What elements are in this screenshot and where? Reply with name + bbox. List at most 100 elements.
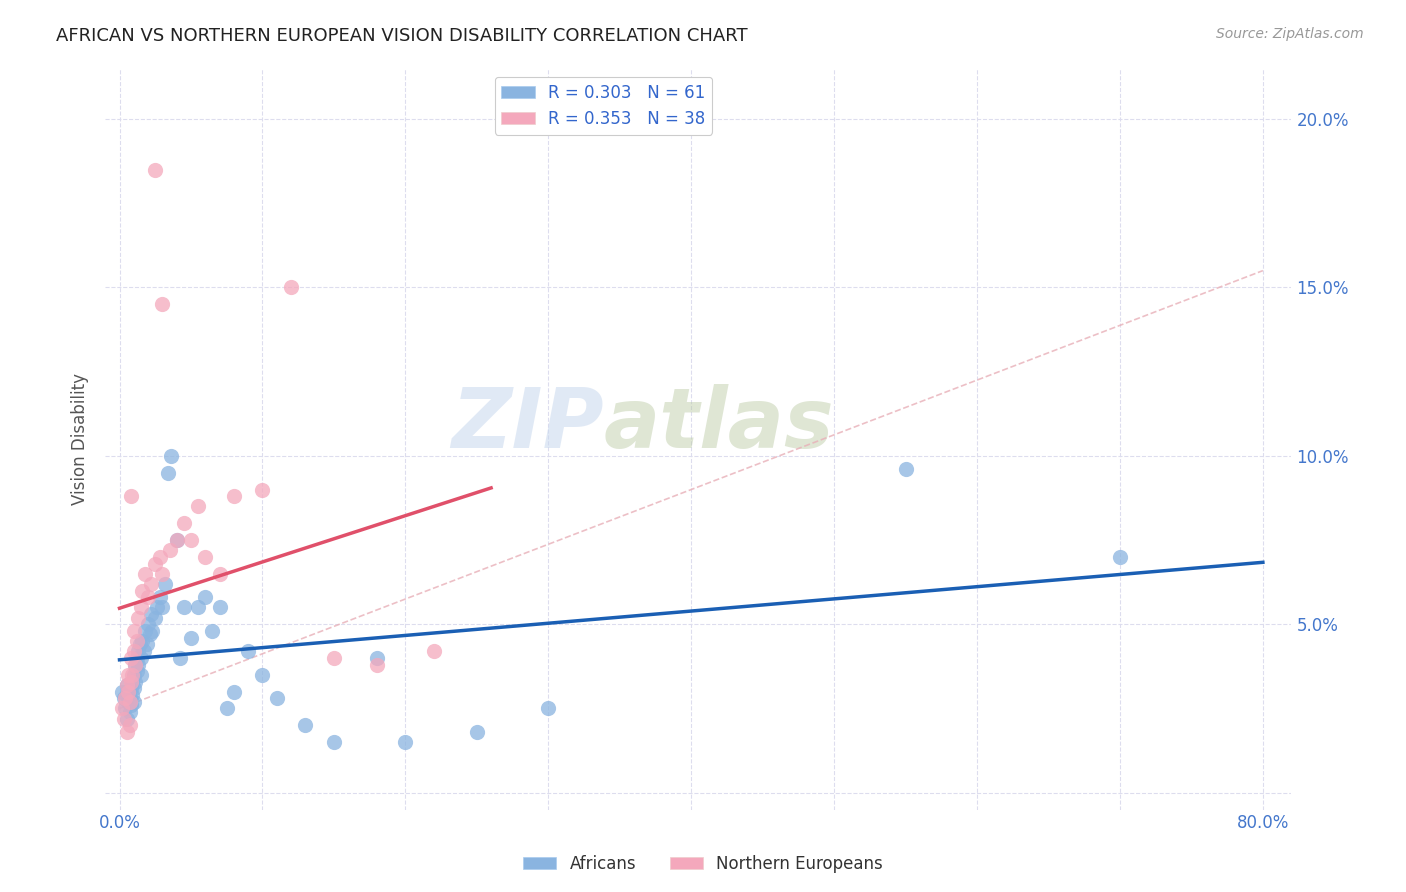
Point	[129, 668, 152, 682]
Point	[1109, 549, 1132, 564]
Point	[115, 678, 138, 692]
Point	[114, 691, 136, 706]
Text: ZIP: ZIP	[451, 384, 603, 465]
Point	[122, 668, 145, 682]
Point	[208, 600, 231, 615]
Point	[266, 691, 288, 706]
Point	[124, 657, 146, 672]
Point	[134, 566, 156, 581]
Point	[423, 644, 446, 658]
Point	[143, 557, 166, 571]
Point	[215, 701, 238, 715]
Point	[138, 627, 160, 641]
Point	[127, 644, 149, 658]
Point	[366, 657, 388, 672]
Point	[166, 533, 188, 547]
Point	[111, 701, 134, 715]
Text: atlas: atlas	[603, 384, 834, 465]
Point	[150, 600, 173, 615]
Point	[125, 634, 148, 648]
Point	[129, 651, 152, 665]
Point	[132, 644, 155, 658]
Point	[135, 638, 157, 652]
Point	[125, 651, 148, 665]
Point	[222, 684, 245, 698]
Point	[131, 583, 153, 598]
Point	[124, 657, 146, 672]
Point	[112, 691, 135, 706]
Point	[121, 668, 143, 682]
Point	[187, 500, 209, 514]
Point	[124, 674, 146, 689]
Point	[894, 462, 917, 476]
Point	[117, 684, 139, 698]
Point	[208, 566, 231, 581]
Point	[125, 665, 148, 679]
Point	[115, 725, 138, 739]
Point	[252, 483, 274, 497]
Point	[201, 624, 224, 638]
Point	[122, 681, 145, 696]
Point	[537, 701, 560, 715]
Point	[134, 624, 156, 638]
Point	[121, 688, 143, 702]
Point	[366, 651, 388, 665]
Point	[118, 705, 141, 719]
Point	[120, 681, 142, 696]
Point	[150, 297, 173, 311]
Point	[322, 651, 344, 665]
Point	[121, 674, 143, 689]
Point	[114, 701, 136, 715]
Point	[136, 591, 159, 605]
Point	[118, 691, 141, 706]
Point	[194, 549, 217, 564]
Point	[141, 624, 163, 638]
Point	[157, 466, 180, 480]
Point	[139, 577, 162, 591]
Point	[394, 735, 416, 749]
Point	[173, 516, 195, 531]
Point	[117, 684, 139, 698]
Point	[115, 678, 138, 692]
Point	[129, 600, 152, 615]
Point	[115, 712, 138, 726]
Point	[120, 698, 142, 712]
Point	[160, 449, 183, 463]
Point	[222, 489, 245, 503]
Point	[187, 600, 209, 615]
Point	[128, 638, 150, 652]
Point	[117, 695, 139, 709]
Point	[111, 684, 134, 698]
Point	[143, 610, 166, 624]
Point	[120, 651, 142, 665]
Point	[322, 735, 344, 749]
Legend: Africans, Northern Europeans: Africans, Northern Europeans	[516, 848, 890, 880]
Point	[143, 162, 166, 177]
Point	[280, 280, 302, 294]
Point	[180, 631, 202, 645]
Text: AFRICAN VS NORTHERN EUROPEAN VISION DISABILITY CORRELATION CHART: AFRICAN VS NORTHERN EUROPEAN VISION DISA…	[56, 27, 748, 45]
Point	[148, 549, 170, 564]
Point	[122, 695, 145, 709]
Point	[118, 718, 141, 732]
Point	[145, 600, 167, 615]
Point	[194, 591, 217, 605]
Point	[148, 591, 170, 605]
Point	[136, 617, 159, 632]
Legend: R = 0.303   N = 61, R = 0.353   N = 38: R = 0.303 N = 61, R = 0.353 N = 38	[495, 77, 711, 135]
Point	[122, 644, 145, 658]
Point	[127, 610, 149, 624]
Point	[120, 489, 142, 503]
Point	[131, 634, 153, 648]
Point	[252, 668, 274, 682]
Point	[159, 543, 181, 558]
Point	[465, 725, 488, 739]
Point	[294, 718, 316, 732]
Text: Source: ZipAtlas.com: Source: ZipAtlas.com	[1216, 27, 1364, 41]
Point	[117, 668, 139, 682]
Point	[166, 533, 188, 547]
Point	[155, 577, 177, 591]
Y-axis label: Vision Disability: Vision Disability	[72, 373, 89, 505]
Point	[150, 566, 173, 581]
Point	[112, 712, 135, 726]
